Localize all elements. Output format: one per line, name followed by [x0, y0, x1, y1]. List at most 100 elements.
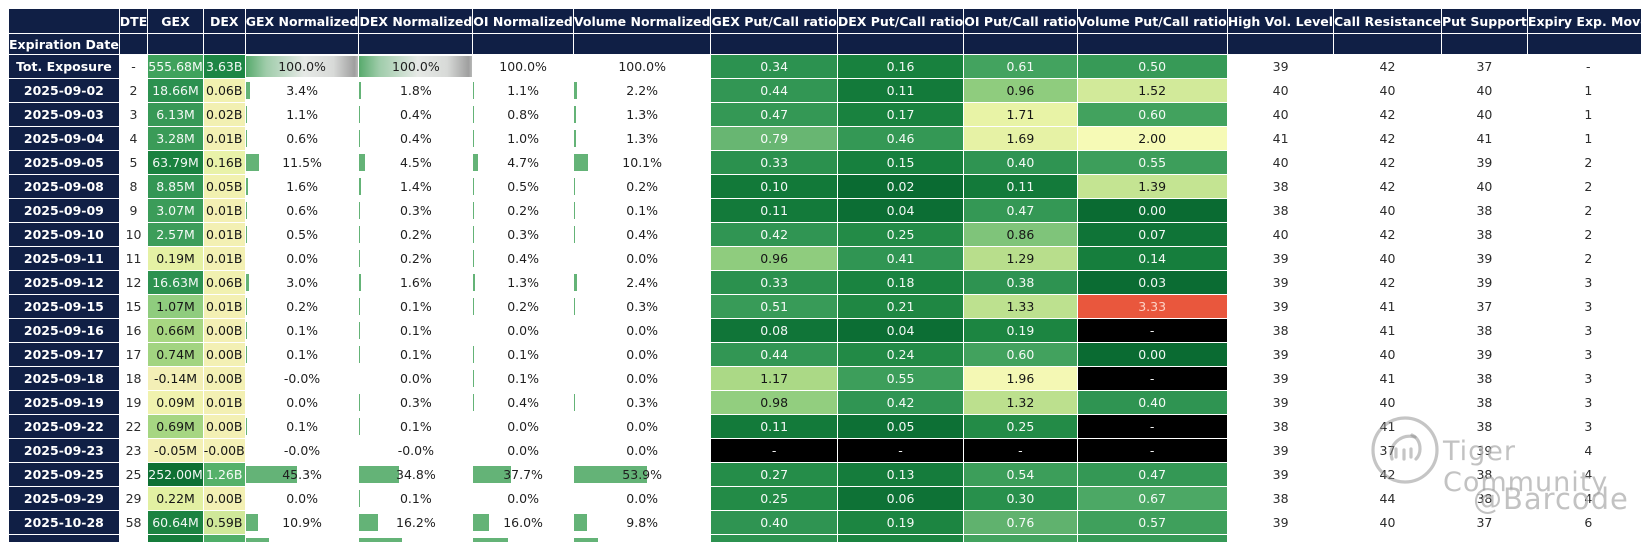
header-spacer-dex [202, 33, 246, 55]
normalized-value-bar [473, 130, 475, 147]
normalized-value-text: 0.3% [626, 395, 659, 410]
column-header-gexr: GEX Put/Call ratio [710, 8, 838, 34]
dexn-cell: 16.2% [358, 510, 474, 535]
move-cell: 3 [1527, 366, 1641, 391]
oin-cell: 37.7% [472, 462, 574, 487]
volr-cell: 0.67 [1076, 486, 1228, 511]
cr-cell: 42 [1333, 102, 1442, 127]
hvl-cell: 38 [1227, 414, 1334, 439]
gexr-cell: 0.34 [710, 54, 838, 79]
normalized-value-text: 3.0% [286, 275, 318, 290]
gex-cell: 0.19M [147, 246, 204, 271]
cr-cell: 40 [1333, 246, 1442, 271]
dexn-cell: 0.3% [358, 198, 474, 223]
volr-cell: 0.07 [1076, 222, 1228, 247]
gexn-cell: 0.0% [244, 390, 360, 415]
normalized-value-text: 0.0% [399, 371, 432, 386]
gexn-cell: 100.0% [244, 54, 360, 79]
normalized-value-bar [473, 154, 478, 171]
normalized-value-bar [473, 106, 475, 123]
dte-cell: 4 [119, 126, 148, 151]
ps-cell: 39 [1441, 438, 1528, 463]
normalized-value-text: 21.0% [282, 539, 322, 542]
oir-cell: 0.47 [963, 198, 1078, 223]
dte-cell: 12 [119, 270, 148, 295]
voln-cell: 0.0% [572, 318, 712, 343]
dexn-cell: 0.1% [358, 414, 474, 439]
dte-cell: 8 [119, 174, 148, 199]
expiration-exposure-table: DTE GEX DEX GEX Normalized DEX Normalized OI … [8, 8, 1641, 542]
oir-cell: 0.30 [963, 486, 1078, 511]
voln-cell: 0.0% [572, 438, 712, 463]
dte-cell: 85 [119, 534, 148, 542]
gexr-cell: 0.27 [710, 462, 838, 487]
normalized-value-text: 1.8% [399, 83, 432, 98]
gex-cell: 8.85M [147, 174, 204, 199]
dexn-cell: 0.1% [358, 342, 474, 367]
ps-cell: 40 [1441, 78, 1528, 103]
normalized-value-bar [359, 466, 399, 483]
gexr-cell: 0.11 [710, 198, 838, 223]
dex-cell: 1.37B [202, 534, 246, 542]
dex-cell: 0.05B [202, 174, 246, 199]
normalized-value-text: 9.8% [626, 515, 659, 530]
dexr-cell: 0.18 [836, 270, 965, 295]
gradient-total-bar [246, 56, 358, 77]
oin-cell: 0.1% [472, 342, 574, 367]
dexn-cell: 37.6% [358, 534, 474, 542]
move-cell: 7 [1527, 534, 1641, 542]
move-cell: 6 [1527, 510, 1641, 535]
oin-cell: 1.3% [472, 270, 574, 295]
gexn-cell: 0.6% [244, 198, 360, 223]
dex-cell: 3.63B [202, 54, 246, 79]
normalized-value-text: 1.1% [286, 107, 318, 122]
dexn-cell: 0.0% [358, 366, 474, 391]
voln-cell: 2.4% [572, 270, 712, 295]
dexn-cell: 4.5% [358, 150, 474, 175]
dexr-cell: 0.02 [836, 174, 965, 199]
gexn-cell: 0.5% [244, 222, 360, 247]
gex-cell: 555.68M [147, 54, 204, 79]
normalized-value-text: 0.0% [626, 443, 659, 458]
normalized-value-text: 37.7% [503, 467, 543, 482]
oir-cell: 0.38 [963, 270, 1078, 295]
ps-cell: 35 [1441, 534, 1528, 542]
oir-cell: 0.54 [963, 462, 1078, 487]
dexn-cell: 0.2% [358, 222, 474, 247]
oir-cell: 1.71 [963, 102, 1078, 127]
oin-cell: 35.3% [472, 534, 574, 542]
dte-cell: 9 [119, 198, 148, 223]
normalized-value-text: 1.3% [626, 107, 659, 122]
expiration-date-header: Expiration Date [8, 33, 120, 55]
header-spacer-volr [1076, 33, 1228, 55]
dex-cell: 0.00B [202, 342, 246, 367]
normalized-value-text: 0.0% [286, 491, 318, 506]
voln-cell: 53.9% [572, 462, 712, 487]
normalized-value-bar [473, 274, 475, 291]
ps-cell: 39 [1441, 150, 1528, 175]
gex-cell: 3.07M [147, 198, 204, 223]
dexr-cell: 0.05 [836, 414, 965, 439]
oin-cell: 100.0% [472, 54, 574, 79]
move-cell: 4 [1527, 438, 1641, 463]
normalized-value-text: 0.5% [507, 179, 539, 194]
header-spacer-hvl [1226, 33, 1334, 55]
column-header-gex: GEX [147, 8, 204, 34]
normalized-value-text: 16.0% [503, 515, 543, 530]
cr-cell: 41 [1333, 366, 1442, 391]
normalized-value-bar [574, 106, 576, 123]
gexn-cell: 21.0% [244, 534, 360, 542]
exp-cell: 2025-11-24 [8, 534, 120, 542]
dex-cell: 0.00B [202, 486, 246, 511]
voln-cell: 0.2% [572, 174, 712, 199]
dexn-cell: 0.2% [358, 246, 474, 271]
normalized-value-bar [359, 82, 362, 99]
cr-cell: 44 [1333, 486, 1442, 511]
normalized-value-text: 1.1% [507, 83, 539, 98]
normalized-value-bar [574, 274, 578, 291]
cr-cell: 37 [1333, 438, 1442, 463]
dexn-cell: 1.4% [358, 174, 474, 199]
cr-cell: 40 [1333, 198, 1442, 223]
normalized-value-text: 0.0% [507, 443, 539, 458]
dex-cell: 0.06B [202, 78, 246, 103]
